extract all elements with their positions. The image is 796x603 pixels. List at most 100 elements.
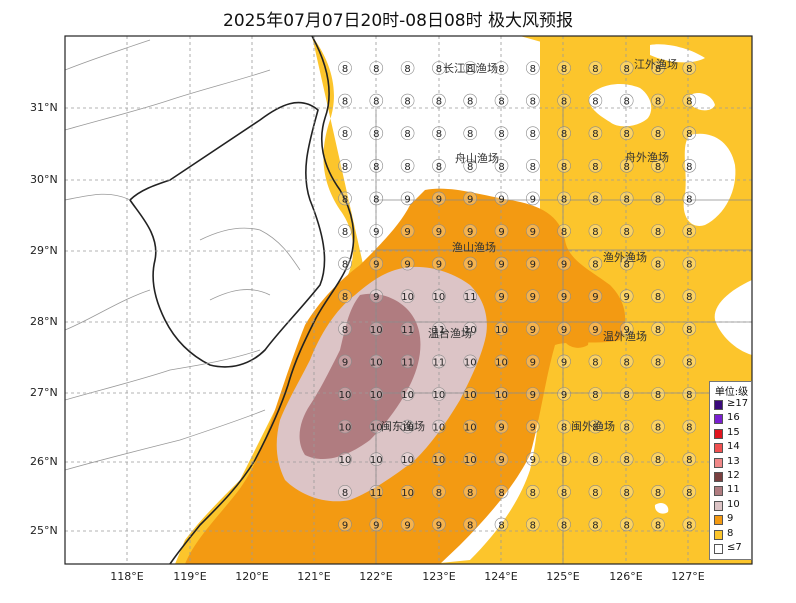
wind-level-value: 8 (342, 227, 348, 238)
wind-level-marker (557, 452, 571, 467)
wind-level-marker (682, 484, 697, 499)
wind-level-marker (619, 61, 634, 75)
wind-level-marker (400, 93, 415, 108)
wind-level-marker (400, 484, 415, 499)
wind-level-value: 8 (498, 97, 504, 108)
wind-level-marker (682, 452, 697, 467)
wind-level-value: 9 (624, 292, 630, 303)
wind-level-marker (494, 289, 509, 304)
wind-level-marker (557, 126, 571, 140)
wind-level-marker (651, 256, 665, 271)
wind-level-value: 9 (436, 520, 442, 531)
wind-level-marker (557, 93, 571, 108)
wind-level-marker (682, 354, 697, 369)
wind-level-marker (619, 517, 634, 532)
wind-level-value: 8 (686, 390, 692, 401)
wind-level-value: 8 (655, 64, 661, 75)
lon-label: 120°E (235, 570, 269, 583)
wind-level-value: 8 (498, 162, 504, 173)
wind-level-value: 8 (592, 64, 598, 75)
legend-label: 16 (727, 412, 740, 424)
wind-level-value: 8 (373, 97, 379, 108)
wind-level-value: 8 (686, 423, 692, 434)
fishing-ground-label: 渔山渔场 (452, 240, 496, 254)
wind-level-marker (338, 93, 352, 108)
wind-level-value: 8 (342, 325, 348, 336)
wind-level-value: 9 (561, 357, 567, 368)
wind-level-marker (588, 224, 603, 238)
fishing-ground-label: 渔外渔场 (603, 250, 647, 264)
wind-level-marker (432, 224, 446, 238)
lat-label: 28°N (30, 315, 58, 328)
wind-level-value: 9 (561, 325, 567, 336)
wind-level-marker (525, 452, 540, 467)
wind-level-value: 8 (592, 97, 598, 108)
wind-level-marker (400, 126, 415, 140)
wind-level-marker (432, 289, 446, 304)
wind-level-value: 8 (404, 64, 410, 75)
wind-level-value: 8 (561, 488, 567, 499)
wind-level-value: 9 (530, 260, 536, 271)
wind-level-marker (588, 256, 603, 271)
wind-level-marker (525, 484, 540, 499)
wind-level-value: 8 (436, 162, 442, 173)
wind-level-marker (463, 93, 478, 108)
wind-level-value: 11 (401, 357, 414, 368)
wind-level-marker (338, 289, 352, 304)
wind-level-value: 9 (561, 260, 567, 271)
wind-level-marker (463, 452, 478, 467)
wind-level-value: 10 (433, 455, 446, 466)
wind-level-marker (338, 419, 352, 434)
wind-level-marker (651, 224, 665, 238)
legend-label: 13 (727, 455, 740, 467)
wind-level-marker (525, 256, 540, 271)
wind-level-marker (369, 484, 384, 499)
wind-level-value: 8 (624, 129, 630, 140)
wind-level-marker (651, 159, 665, 173)
wind-level-value: 11 (401, 325, 414, 336)
wind-level-value: 8 (655, 325, 661, 336)
wind-level-marker (525, 61, 540, 75)
wind-level-marker (588, 354, 603, 369)
wind-level-value: 8 (592, 357, 598, 368)
legend-label: 12 (727, 470, 740, 481)
wind-level-value: 10 (370, 455, 383, 466)
wind-level-value: 9 (342, 357, 348, 368)
legend-label: 9 (727, 513, 734, 525)
wind-level-value: 10 (370, 423, 383, 434)
wind-level-value: 8 (561, 423, 567, 434)
wind-level-marker (651, 354, 665, 369)
wind-level-value: 8 (530, 162, 536, 173)
wind-level-marker (494, 387, 509, 401)
wind-level-marker (369, 387, 384, 401)
wind-level-value: 8 (686, 162, 692, 173)
wind-legend: 单位:级 ≥17 16 15 14 13 12 11 10 9 8 ≤7 (709, 381, 752, 560)
wind-level-value: 8 (342, 260, 348, 271)
wind-level-value: 8 (561, 162, 567, 173)
wind-level-marker (682, 256, 697, 271)
wind-level-value: 8 (592, 423, 598, 434)
wind-level-value: 8 (624, 162, 630, 173)
wind-level-marker (432, 159, 446, 173)
wind-level-value: 9 (436, 260, 442, 271)
wind-level-value: 8 (467, 129, 473, 140)
legend-label: ≥17 (727, 398, 749, 409)
wind-level-marker (525, 387, 540, 401)
wind-level-value: 8 (655, 292, 661, 303)
wind-level-value: 8 (436, 488, 442, 499)
lat-label: 25°N (30, 524, 58, 537)
wind-level-marker (369, 321, 384, 336)
wind-level-value: 8 (624, 64, 630, 75)
legend-item: 15 (714, 427, 752, 440)
wind-level-value: 9 (404, 227, 410, 238)
wind-level-value: 10 (401, 390, 414, 401)
wind-level-value: 8 (655, 423, 661, 434)
wind-level-marker (338, 452, 352, 467)
wind-level-value: 10 (401, 423, 414, 434)
wind-level-marker (494, 61, 509, 75)
wind-level-value: 9 (530, 357, 536, 368)
wind-level-marker (432, 126, 446, 140)
wind-level-value: 8 (624, 488, 630, 499)
wind-level-marker (588, 289, 603, 304)
